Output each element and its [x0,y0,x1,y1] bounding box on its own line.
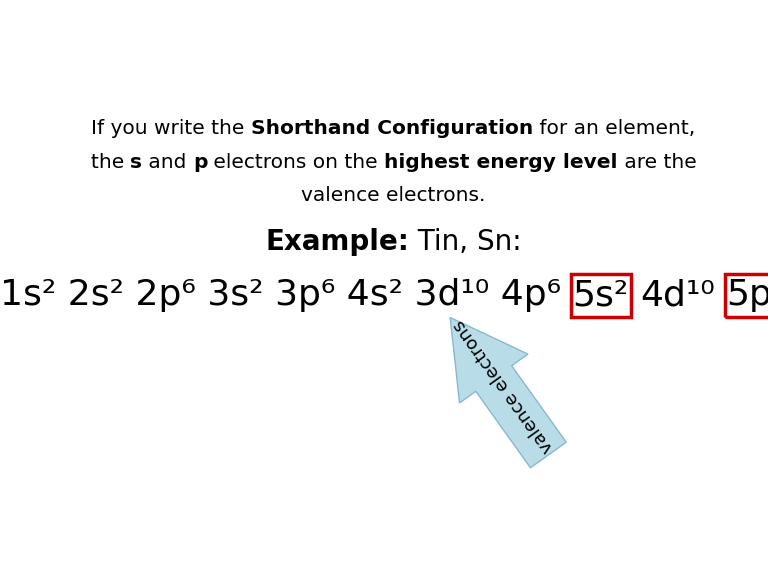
Text: Example:: Example: [266,228,409,256]
Text: Shorthand Configuration: Shorthand Configuration [251,119,534,138]
Text: for an element,: for an element, [534,119,696,138]
Text: are the: are the [618,153,697,172]
Text: 1s² 2s² 2p⁶ 3s² 3p⁶ 4s² 3d¹⁰ 4p⁶: 1s² 2s² 2p⁶ 3s² 3p⁶ 4s² 3d¹⁰ 4p⁶ [0,278,561,312]
Text: If you write the: If you write the [91,119,251,138]
Text: and: and [142,153,193,172]
Text: 5s²: 5s² [573,278,629,312]
Text: 5p²: 5p² [727,278,768,312]
Polygon shape [450,317,566,468]
Text: valence electrons: valence electrons [450,316,558,456]
Text: p: p [193,153,207,172]
Text: 4d¹⁰: 4d¹⁰ [641,278,715,312]
Text: valence electrons.: valence electrons. [301,186,486,205]
Text: Tin, Sn:: Tin, Sn: [409,228,521,256]
Text: highest energy level: highest energy level [385,153,618,172]
Bar [725,274,768,317]
Bar [571,274,631,317]
Text: electrons on the: electrons on the [207,153,385,172]
Text: s: s [130,153,142,172]
Text: the: the [91,153,130,172]
